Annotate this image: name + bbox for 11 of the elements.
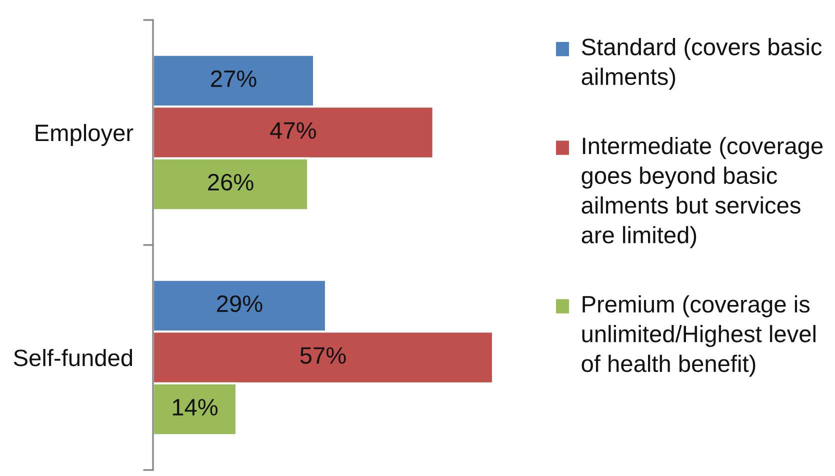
data-label: 26%: [208, 174, 254, 191]
legend-label: Intermediate (coverage goes beyond basic ailments but services are limited): [582, 136, 823, 248]
legend-label: Standard (covers basic ailments): [582, 38, 822, 90]
data-label: 14%: [172, 398, 218, 416]
legend-label: Premium (coverage is unlimited/Highest level of health benefit): [582, 295, 816, 377]
y-tick-label: Self-funded: [14, 348, 132, 366]
data-label: 47%: [270, 122, 316, 139]
data-label: 29%: [217, 295, 262, 312]
y-tick-label: Employer: [36, 124, 134, 146]
data-label: 27%: [211, 70, 256, 87]
data-label: 57%: [300, 347, 346, 364]
